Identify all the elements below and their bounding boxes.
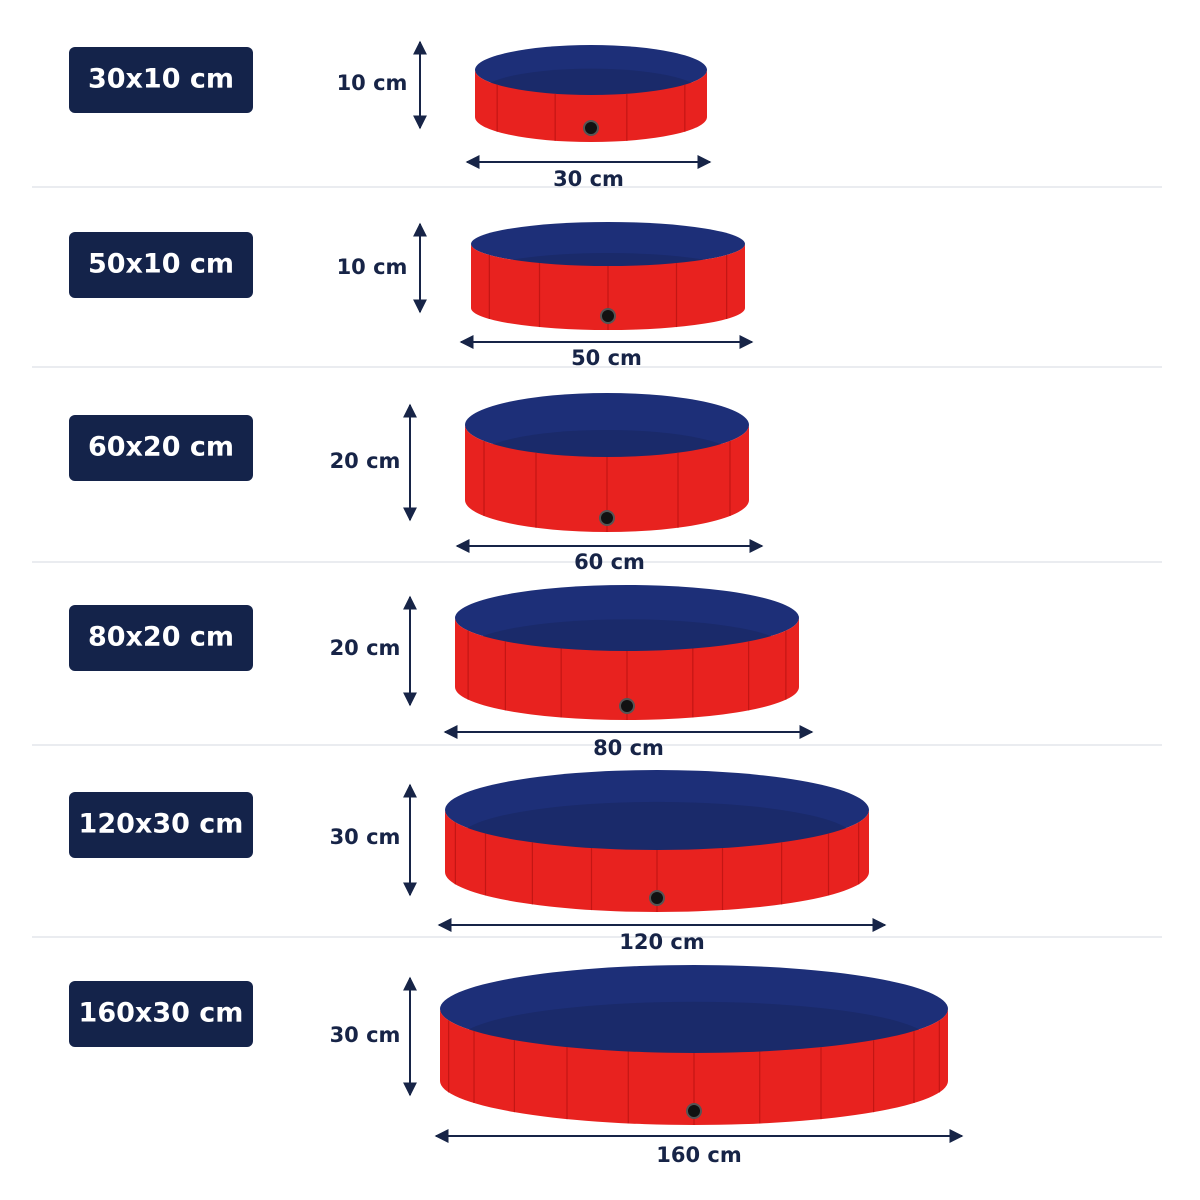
pool-drain (649, 890, 665, 906)
pool-rim (471, 222, 745, 266)
width-label: 80 cm (593, 736, 664, 760)
size-label: 60x20 cm (88, 432, 234, 463)
height-label: 30 cm (330, 1023, 401, 1047)
width-label: 30 cm (553, 167, 624, 191)
pool-drain (686, 1103, 702, 1119)
size-badge (69, 605, 253, 671)
width-label: 160 cm (656, 1143, 741, 1167)
pool-drain (583, 120, 599, 136)
height-label: 20 cm (330, 449, 401, 473)
size-label: 50x10 cm (88, 249, 234, 280)
size-badge (69, 981, 253, 1047)
size-badge (69, 232, 253, 298)
height-label: 10 cm (337, 255, 408, 279)
pool-drain (599, 510, 615, 526)
width-label: 120 cm (619, 930, 704, 954)
pool-drain (619, 698, 635, 714)
height-label: 10 cm (337, 71, 408, 95)
size-label: 80x20 cm (88, 622, 234, 653)
size-label: 160x30 cm (79, 998, 244, 1029)
size-label: 30x10 cm (88, 64, 234, 95)
width-label: 50 cm (571, 346, 642, 370)
size-badge (69, 792, 253, 858)
size-badge (69, 47, 253, 113)
size-label: 120x30 cm (79, 809, 244, 840)
pool-drain (600, 308, 616, 324)
size-badge (69, 415, 253, 481)
height-label: 30 cm (330, 825, 401, 849)
height-label: 20 cm (330, 636, 401, 660)
width-label: 60 cm (574, 550, 645, 574)
pool-wall (475, 70, 707, 142)
